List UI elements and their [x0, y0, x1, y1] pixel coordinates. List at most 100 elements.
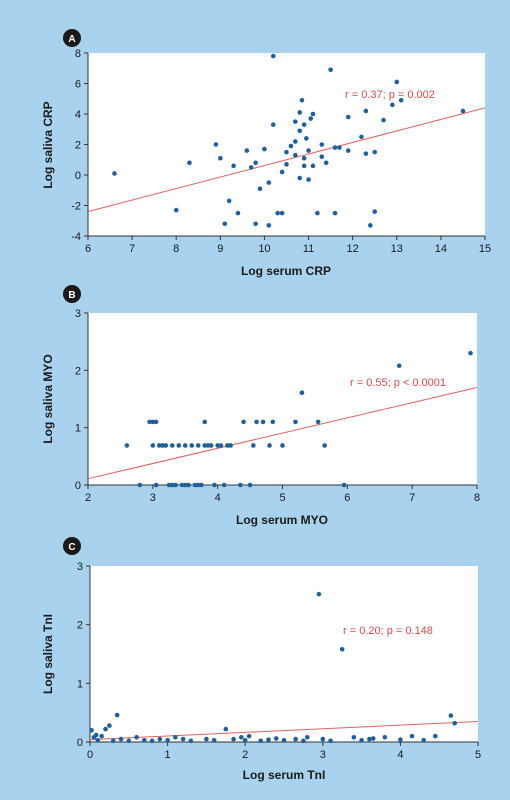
panel-a-data-point	[235, 210, 241, 216]
panel-a-data-point	[275, 210, 280, 216]
panel-a-plot-area	[88, 53, 485, 236]
panel-a-x-axis-title: Log serum CRP	[241, 264, 331, 278]
panel-b-data-point	[150, 419, 156, 425]
panel-c-data-point	[367, 736, 372, 742]
panel-a-data-point	[310, 111, 316, 117]
panel-a-data-point	[293, 119, 298, 124]
panel-a-data-point	[390, 102, 395, 108]
panel-a: A 6 7 8 9 10 11 12 13 14 15 -4 -2 0 2 4 6 8 Log serum CR…	[41, 29, 491, 278]
panel-c-data-point	[242, 737, 248, 743]
panel-b-data-point	[218, 443, 224, 448]
panel-b-data-point	[153, 419, 159, 425]
panel-c-data-point	[339, 647, 345, 652]
panel-c-data-point	[409, 733, 415, 739]
panel-c-data-point	[382, 735, 388, 740]
panel-b-data-point	[228, 443, 233, 448]
panel-c-data-point	[149, 738, 155, 744]
panel-c-data-point	[246, 733, 252, 739]
panel-b-data-point	[182, 443, 188, 448]
panel-a-y-tick-label: 0	[75, 170, 81, 182]
panel-b-data-point	[293, 419, 298, 425]
panel-a-marks: 6 7 8 9 10 11 12 13 14 15 -4 -2 0 2 4 6 8	[71, 48, 491, 255]
panel-c-data-point	[103, 726, 108, 732]
panel-c-data-point	[99, 733, 104, 739]
panel-a-data-point	[213, 142, 219, 147]
panel-b-data-point	[176, 443, 182, 448]
panel-c-data-point	[293, 736, 298, 742]
panel-a-data-point	[266, 180, 272, 185]
panel-b-y-axis-title: Log saliva MYO	[41, 354, 55, 443]
panel-b-data-point	[160, 443, 165, 448]
panel-b-data-point	[182, 482, 188, 488]
panel-b-data-point	[270, 419, 276, 425]
panel-a-data-point	[345, 148, 351, 153]
panel-a-data-point	[112, 171, 117, 176]
panel-a-data-point	[226, 198, 232, 204]
panel-c-data-point	[180, 736, 186, 742]
panel-c-data-point	[93, 732, 99, 738]
panel-c-x-tick-label: 2	[242, 749, 248, 761]
panel-b-data-point	[163, 443, 169, 448]
panel-a-data-point	[262, 146, 267, 152]
panel-b-data-point	[260, 419, 266, 425]
panel-b-data-point	[189, 443, 195, 448]
panel-b-x-tick-label: 5	[279, 492, 285, 504]
panel-a-data-point	[301, 155, 307, 161]
panel-c-data-point	[301, 738, 306, 744]
panel-c-y-tick-label: 3	[77, 561, 83, 573]
panel-b-letter: B	[68, 290, 75, 301]
panel-c-badge: C	[63, 537, 81, 555]
panel-b-data-point	[147, 419, 152, 425]
panel-c-data-point	[223, 726, 229, 732]
panel-b-data-point	[173, 482, 178, 488]
panel-b-y-tick-label: 0	[75, 480, 81, 492]
panel-a-x-tick-label: 14	[435, 243, 447, 255]
panel-b-data-point	[212, 482, 217, 488]
panel-b-data-point	[254, 419, 259, 425]
panel-a-data-point	[266, 223, 272, 228]
panel-a-data-point	[328, 67, 333, 73]
panel-a-data-point	[310, 163, 316, 169]
panel-b-data-point	[124, 443, 130, 448]
panel-c-x-tick-label: 5	[475, 749, 481, 761]
panel-c-y-axis-title: Log saliva TnI	[41, 614, 55, 694]
panel-c-x-tick-label: 3	[320, 749, 326, 761]
panel-b-data-point	[241, 419, 246, 425]
panel-b-data-point	[199, 482, 204, 488]
panel-b-fit-line	[87, 387, 478, 480]
panel-a-y-tick-label: -2	[71, 201, 81, 213]
panel-a-data-point	[394, 79, 400, 85]
panel-a-data-point	[308, 116, 314, 121]
panel-b-data-point	[205, 443, 211, 448]
panel-b-x-tick-label: 4	[215, 492, 221, 504]
panel-a-y-tick-label: -4	[71, 231, 81, 243]
panel-a-data-point	[173, 207, 179, 213]
panel-c: C 0 1 2 3 4 5 0 1 2 3 Log serum TnI Log saliva Tn…	[41, 537, 481, 782]
panel-b-x-axis-title: Log serum MYO	[236, 513, 328, 527]
panel-a-data-point	[301, 122, 307, 127]
panel-b-data-point	[468, 350, 473, 356]
panel-a-data-point	[368, 223, 373, 228]
panel-a-data-point	[253, 221, 258, 227]
panel-c-data-point	[258, 738, 264, 744]
panel-a-data-point	[270, 53, 276, 59]
panel-a-data-point	[372, 209, 378, 214]
panel-c-data-point	[126, 738, 132, 744]
panel-b-data-point	[299, 390, 305, 395]
panel-c-data-point	[351, 735, 357, 740]
panel-b-data-point	[247, 482, 253, 488]
panel-c-data-point	[134, 735, 139, 740]
panel-c-data-point	[433, 733, 438, 739]
panel-c-data-point	[304, 735, 310, 740]
panel-a-data-point	[279, 210, 285, 216]
panel-a-badge-circle	[63, 29, 81, 47]
panel-b-data-point	[280, 443, 285, 448]
panel-b-data-point	[195, 482, 201, 488]
panel-b-data-point	[153, 482, 159, 488]
panel-b-y-tick-label: 2	[75, 365, 81, 377]
panel-c-letter: C	[68, 542, 75, 553]
panel-c-data-point	[142, 737, 147, 743]
panel-c-y-tick-label: 2	[77, 620, 83, 632]
panel-b-stat-annotation: r = 0.55; p < 0.0001	[350, 377, 446, 389]
panel-a-data-point	[332, 145, 338, 150]
